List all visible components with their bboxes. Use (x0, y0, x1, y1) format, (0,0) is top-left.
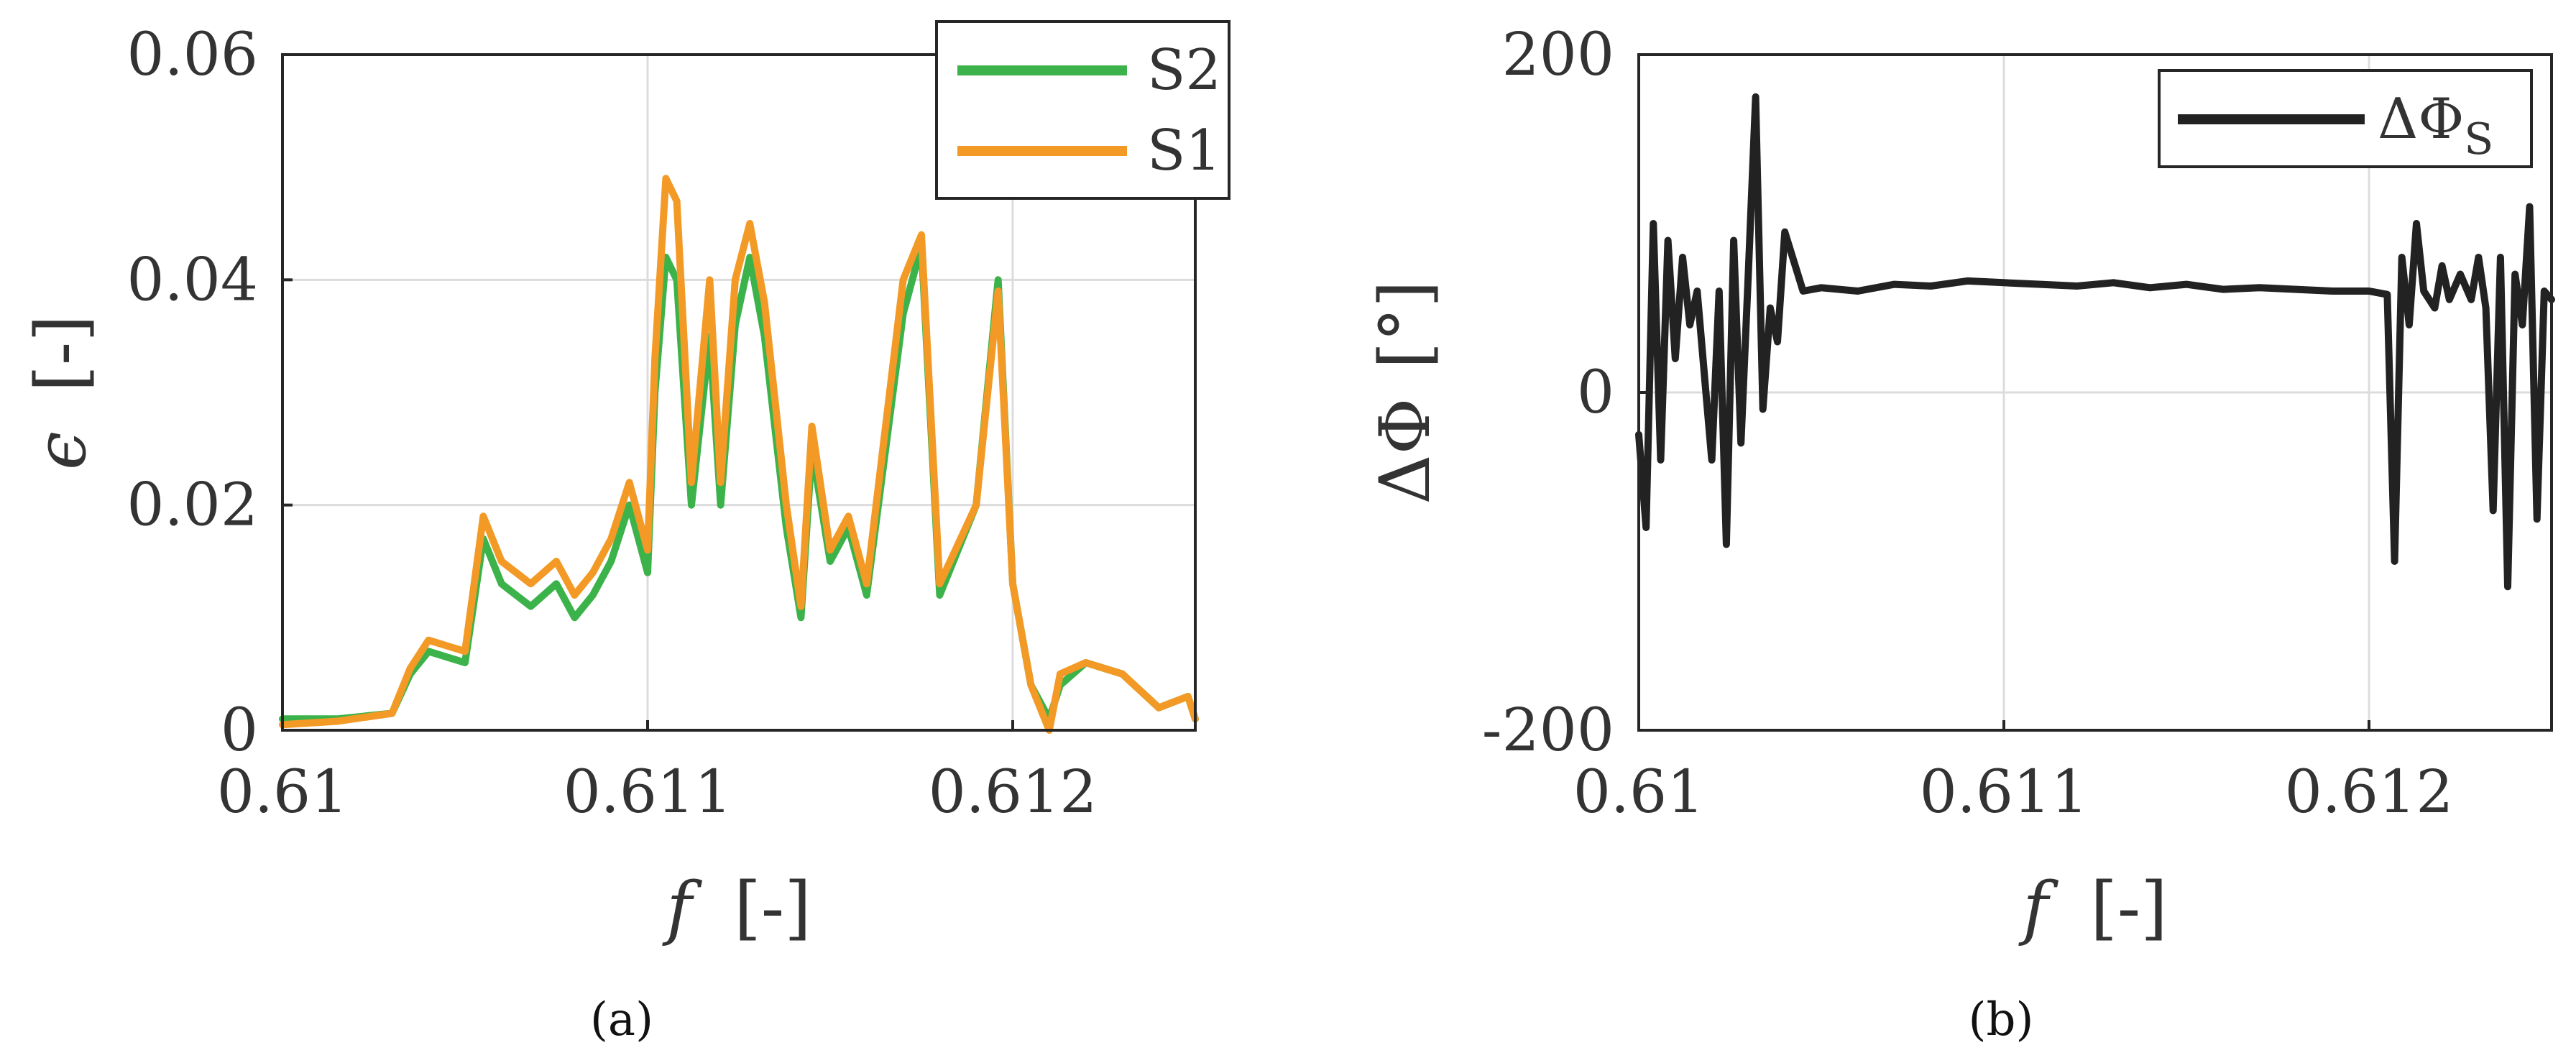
panel-b-ylabel-unit: [°] (1365, 280, 1445, 369)
panel-a-ylabel-unit: [-] (21, 315, 101, 392)
x-tick-label: 0.61 (1573, 758, 1705, 827)
x-tick-label: 0.611 (1920, 758, 2089, 827)
series-line-b-0 (1635, 93, 2555, 591)
y-tick-label: 0.02 (126, 471, 258, 540)
panel-b-ylabel: ΔΦ [°] (1365, 280, 1445, 504)
panel-b-xlabel: f [-] (2018, 868, 2167, 948)
panel-b-xlabel-symbol: f (2018, 868, 2058, 948)
panel-b-series (1635, 93, 2555, 591)
y-tick-label: 0.04 (126, 246, 258, 314)
y-tick-label: 200 (1501, 21, 1614, 89)
panel-a-caption: (a) (590, 993, 653, 1046)
panel-a-ylabel-symbol: ϵ (21, 431, 101, 470)
x-tick-label: 0.612 (2285, 758, 2454, 827)
legend-label-subscript: S (2464, 114, 2493, 165)
x-tick-label: 0.612 (929, 758, 1098, 827)
y-tick-label: 0 (221, 696, 258, 765)
panel-a-axes-frame (281, 53, 1197, 732)
y-tick-label: -200 (1482, 696, 1614, 765)
legend-label-delta-phi: ΔΦ (2378, 87, 2464, 152)
panel-a-legend: S2 S1 (935, 20, 1230, 200)
panel-a-xlabel-symbol: f (662, 868, 702, 948)
panel-a-xlabel-unit: [-] (734, 868, 811, 948)
panel-b-xlabel-unit: [-] (2090, 868, 2167, 948)
legend-label-delta-phi-s: ΔΦS (2378, 87, 2493, 165)
y-tick-label: 0.06 (126, 21, 258, 89)
series-line-a-1 (279, 175, 1199, 734)
legend-label-s2: S2 (1147, 38, 1221, 103)
panel-a-ticks: 0.61 0.611 0.612 0 0.02 0.04 0.06 (126, 21, 1097, 827)
panel-a-ylabel: ϵ [-] (21, 315, 101, 470)
panel-a-legend-box (935, 20, 1230, 200)
y-tick-label: 0 (1577, 359, 1614, 427)
panel-a-series (279, 175, 1199, 734)
panel-b-caption: (b) (1969, 993, 2034, 1046)
x-tick-label: 0.611 (564, 758, 732, 827)
x-tick-label: 0.61 (217, 758, 349, 827)
panel-b-legend: ΔΦS (2158, 69, 2533, 168)
panel-b-ticks: 0.61 0.611 0.612 -200 0 200 (1482, 21, 2454, 827)
panel-a-xlabel: f [-] (662, 868, 811, 948)
legend-label-s1: S1 (1147, 119, 1221, 183)
panel-b-ylabel-symbol: ΔΦ (1365, 398, 1445, 505)
